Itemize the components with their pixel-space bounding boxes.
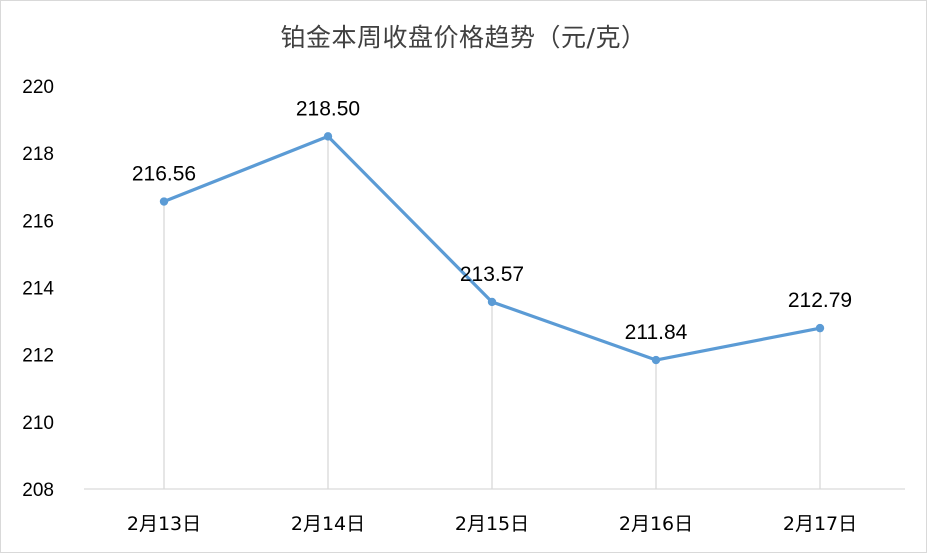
drop-lines <box>163 136 821 489</box>
x-tick-label: 2月17日 <box>783 513 857 535</box>
y-tick-label: 218 <box>22 144 54 165</box>
data-label: 211.84 <box>625 321 688 344</box>
x-tick-label: 2月16日 <box>619 513 693 535</box>
chart-title: 铂金本周收盘价格趋势（元/克） <box>280 23 647 52</box>
y-tick-labels: 208 210 212 214 216 218 220 <box>22 77 54 501</box>
x-tick-labels: 2月13日 2月14日 2月15日 2月16日 2月17日 <box>127 513 857 535</box>
x-tick-label: 2月13日 <box>127 513 201 535</box>
y-tick-label: 214 <box>22 279 54 300</box>
data-label: 213.57 <box>460 263 524 286</box>
data-point <box>815 323 825 333</box>
data-point <box>487 297 497 307</box>
y-tick-label: 210 <box>22 413 54 434</box>
data-point <box>651 355 661 365</box>
data-label: 212.79 <box>788 289 852 312</box>
y-tick-label: 212 <box>22 346 54 367</box>
data-label: 216.56 <box>132 163 196 186</box>
y-tick-label: 216 <box>22 211 54 232</box>
y-tick-label: 208 <box>22 480 54 501</box>
data-labels: 216.56 218.50 213.57 211.84 212.79 <box>132 97 852 344</box>
x-tick-label: 2月15日 <box>455 513 529 535</box>
y-tick-label: 220 <box>22 77 54 98</box>
x-tick-label: 2月14日 <box>291 513 365 535</box>
data-label: 218.50 <box>296 97 360 120</box>
data-point <box>159 197 169 206</box>
data-point <box>323 132 333 141</box>
series-group <box>159 132 825 365</box>
